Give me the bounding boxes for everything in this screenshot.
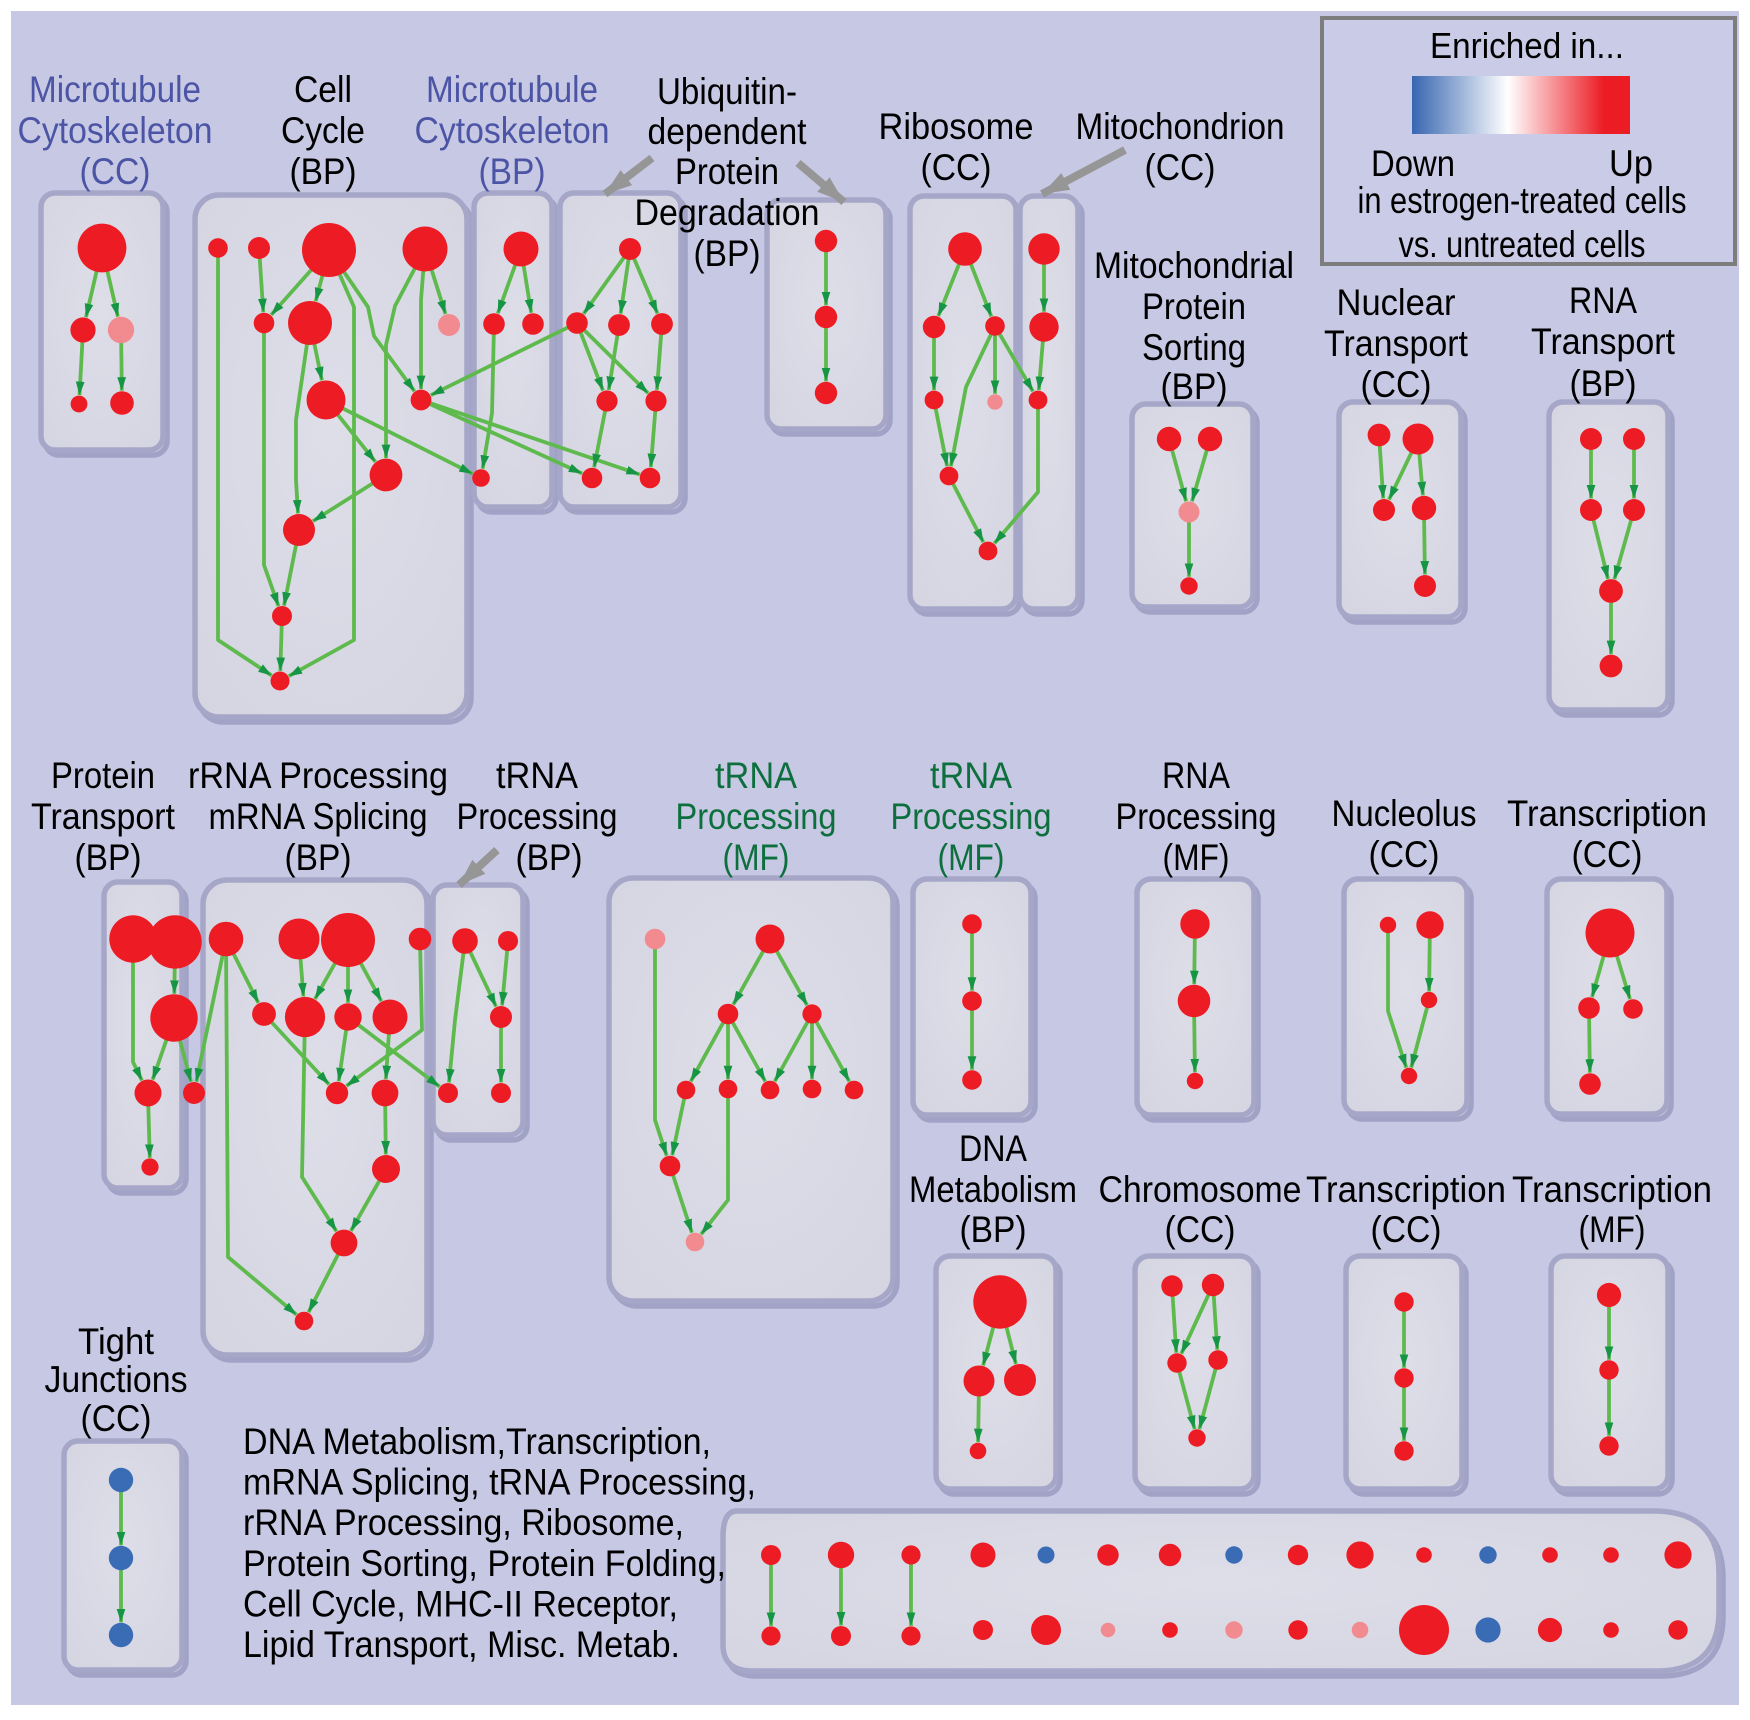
- svg-text:Transcription: Transcription: [1507, 793, 1707, 834]
- svg-text:Nucleolus: Nucleolus: [1332, 793, 1477, 834]
- svg-text:(MF): (MF): [1579, 1209, 1646, 1250]
- svg-text:Microtubule: Microtubule: [29, 69, 201, 110]
- svg-text:Down: Down: [1371, 143, 1455, 184]
- svg-text:Chromosome: Chromosome: [1099, 1169, 1302, 1210]
- svg-text:vs. untreated cells: vs. untreated cells: [1399, 224, 1646, 265]
- svg-text:mRNA Splicing: mRNA Splicing: [209, 796, 428, 837]
- svg-text:Transcription: Transcription: [1306, 1169, 1506, 1210]
- svg-text:mRNA Splicing, tRNA Processing: mRNA Splicing, tRNA Processing,: [243, 1462, 756, 1503]
- svg-text:Mitochondrial: Mitochondrial: [1094, 245, 1294, 286]
- svg-text:(BP): (BP): [479, 151, 546, 192]
- svg-text:Protein: Protein: [51, 755, 155, 796]
- svg-text:tRNA: tRNA: [930, 755, 1012, 796]
- svg-text:(CC): (CC): [1165, 1209, 1236, 1250]
- svg-text:rRNA Processing, Ribosome,: rRNA Processing, Ribosome,: [243, 1502, 684, 1543]
- svg-text:tRNA: tRNA: [715, 755, 797, 796]
- svg-text:Ubiquitin-: Ubiquitin-: [657, 71, 797, 112]
- svg-text:(BP): (BP): [1570, 363, 1637, 404]
- svg-text:Metabolism: Metabolism: [909, 1169, 1077, 1210]
- svg-text:(BP): (BP): [1161, 366, 1228, 407]
- svg-text:Transport: Transport: [1324, 323, 1469, 364]
- svg-text:in estrogen-treated cells: in estrogen-treated cells: [1358, 180, 1687, 221]
- svg-text:(CC): (CC): [1361, 364, 1432, 405]
- svg-text:Cytoskeleton: Cytoskeleton: [18, 110, 213, 151]
- svg-text:Nuclear: Nuclear: [1337, 282, 1456, 323]
- svg-text:Cell Cycle, MHC-II Receptor,: Cell Cycle, MHC-II Receptor,: [243, 1583, 678, 1624]
- svg-text:Transport: Transport: [31, 796, 176, 837]
- svg-text:(BP): (BP): [75, 837, 142, 878]
- svg-text:(BP): (BP): [290, 151, 357, 192]
- svg-text:rRNA Processing: rRNA Processing: [188, 755, 448, 796]
- svg-text:DNA Metabolism,Transcription,: DNA Metabolism,Transcription,: [243, 1421, 711, 1462]
- svg-text:Lipid Transport, Misc. Metab.: Lipid Transport, Misc. Metab.: [243, 1624, 680, 1665]
- svg-text:(BP): (BP): [516, 837, 583, 878]
- svg-text:dependent: dependent: [648, 111, 808, 152]
- svg-text:Protein Sorting, Protein Foldi: Protein Sorting, Protein Folding,: [243, 1543, 726, 1584]
- svg-text:(CC): (CC): [1369, 834, 1440, 875]
- svg-text:(BP): (BP): [285, 837, 352, 878]
- svg-text:Processing: Processing: [1116, 796, 1277, 837]
- svg-text:Ribosome: Ribosome: [879, 106, 1034, 147]
- svg-text:Cell: Cell: [294, 69, 352, 110]
- svg-text:Cytoskeleton: Cytoskeleton: [415, 110, 610, 151]
- svg-text:Mitochondrion: Mitochondrion: [1076, 106, 1285, 147]
- svg-text:Protein: Protein: [675, 151, 779, 192]
- svg-text:(CC): (CC): [80, 151, 151, 192]
- svg-text:Transport: Transport: [1531, 321, 1676, 362]
- svg-text:Cycle: Cycle: [281, 110, 365, 151]
- svg-text:Processing: Processing: [891, 796, 1052, 837]
- svg-text:RNA: RNA: [1569, 280, 1637, 321]
- svg-text:(MF): (MF): [938, 837, 1005, 878]
- svg-text:Processing: Processing: [676, 796, 837, 837]
- svg-text:DNA: DNA: [959, 1128, 1027, 1169]
- svg-text:Microtubule: Microtubule: [426, 69, 598, 110]
- svg-text:Enriched in...: Enriched in...: [1430, 25, 1624, 66]
- svg-text:(CC): (CC): [1572, 834, 1643, 875]
- svg-text:(BP): (BP): [960, 1209, 1027, 1250]
- svg-text:(CC): (CC): [1371, 1209, 1442, 1250]
- svg-text:Junctions: Junctions: [45, 1359, 188, 1400]
- svg-text:(CC): (CC): [81, 1398, 152, 1439]
- svg-text:Protein: Protein: [1142, 286, 1246, 327]
- svg-text:(MF): (MF): [1163, 837, 1230, 878]
- svg-text:Up: Up: [1609, 143, 1653, 184]
- svg-text:RNA: RNA: [1162, 755, 1230, 796]
- svg-text:Degradation: Degradation: [635, 192, 820, 233]
- svg-text:tRNA: tRNA: [496, 755, 578, 796]
- svg-text:Transcription: Transcription: [1512, 1169, 1712, 1210]
- svg-text:(BP): (BP): [694, 233, 761, 274]
- svg-text:Processing: Processing: [457, 796, 618, 837]
- svg-text:(CC): (CC): [1145, 147, 1216, 188]
- svg-text:Sorting: Sorting: [1142, 327, 1246, 368]
- svg-text:(MF): (MF): [723, 837, 790, 878]
- svg-text:(CC): (CC): [921, 147, 992, 188]
- svg-text:Tight: Tight: [78, 1321, 155, 1362]
